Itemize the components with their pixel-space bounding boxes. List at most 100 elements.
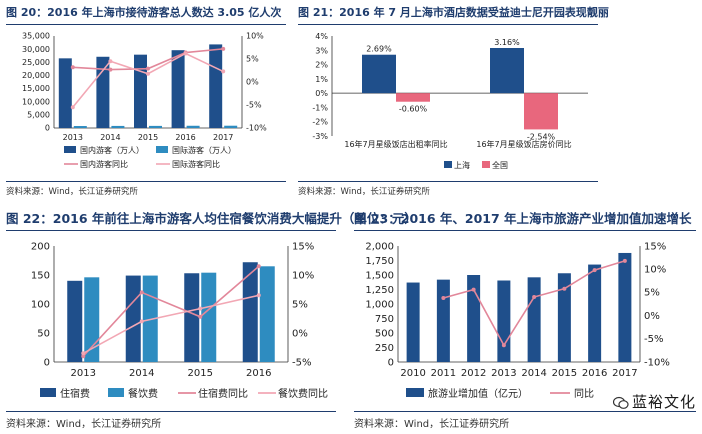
y2-tick-label: -5%	[246, 101, 262, 110]
x-tick-label: 2014	[129, 368, 154, 379]
bar-a	[209, 44, 223, 128]
line-point	[256, 293, 261, 298]
line-point	[592, 268, 597, 273]
legend-label: 住宿费同比	[198, 387, 248, 400]
x-tick-label: 2015	[552, 368, 577, 379]
data-label: -2.54%	[527, 132, 556, 141]
legend-label: 国际游客（万人）	[172, 145, 236, 155]
figure-23-source: 资料来源：Wind，长江证券研究所	[354, 419, 510, 430]
bar-a	[527, 277, 541, 362]
y2-tick-label: 15%	[644, 241, 666, 252]
figure-23-bottom-rule	[354, 411, 696, 412]
y2-tick-label: 0%	[292, 328, 308, 339]
legend-label: 国内游客同比	[80, 159, 128, 169]
figure-22-title: 图 22：2016 年前往上海市游客人均住宿餐饮消费大幅提升（单位：元）	[6, 211, 417, 226]
figure-20-chart: 0 5,000 10,000 15,000 20,000 25,000 30,000 35,0…	[22, 32, 267, 169]
series-line-b	[72, 52, 224, 108]
legend-swatch	[406, 388, 424, 397]
y-tick-label: 50	[37, 328, 50, 339]
y-tick-label: 10,000	[22, 97, 50, 106]
bar-national	[524, 93, 558, 130]
y-tick-label: 4%	[315, 32, 328, 41]
x-tick-label: 16年7月星级饭店房价同比	[476, 139, 571, 149]
y-tick-label: 3%	[315, 46, 328, 55]
series-line-a	[82, 265, 260, 357]
y2-tick-label: 10%	[246, 32, 264, 41]
line-point	[81, 351, 86, 356]
x-tick-label: 2013	[71, 368, 96, 379]
line-point	[441, 295, 446, 300]
x-tick-label: 2015	[138, 133, 158, 142]
figure-22-source: 资料来源：Wind，长江证券研究所	[6, 419, 162, 430]
y-tick-label: 150	[31, 270, 50, 281]
bar-a	[618, 252, 632, 362]
x-tick-label: 2016	[175, 133, 195, 142]
line-point	[70, 65, 75, 70]
figure-20-title: 图 20：2016 年上海市接待游客总人数达 3.05 亿人次	[6, 6, 282, 19]
legend-label: 旅游业增加值（亿元）	[428, 387, 528, 400]
y2-tick-label: 5%	[644, 288, 660, 299]
bar-b	[149, 125, 162, 128]
y-tick-label: 25,000	[22, 58, 50, 67]
bar-b	[186, 125, 200, 128]
data-label: -0.60%	[399, 105, 428, 114]
bar-a	[96, 56, 110, 128]
y2-tick-label: -10%	[246, 124, 267, 133]
wechat-icon	[612, 396, 629, 409]
figure-21-top-rule	[298, 24, 598, 25]
line-point	[108, 67, 113, 72]
line-point	[146, 66, 150, 71]
y2-tick-label: -5%	[292, 357, 311, 368]
y-tick-label: 0	[44, 357, 50, 368]
y2-tick-label: 15%	[292, 241, 314, 252]
bar-shanghai	[362, 54, 396, 94]
x-tick-label: 2017	[213, 133, 233, 142]
y-tick-label: 500	[375, 328, 394, 339]
figure-20-top-rule	[6, 24, 286, 25]
x-tick-label: 2017	[612, 368, 637, 379]
data-label: 2.69%	[366, 45, 392, 54]
bar-a	[67, 280, 83, 362]
line-point	[198, 306, 203, 311]
y-tick-label: 0	[45, 124, 50, 133]
figure-23-top-rule	[354, 230, 696, 231]
y-tick-label: 1,500	[365, 270, 394, 281]
legend-swatch	[40, 388, 56, 397]
y-tick-label: -2%	[312, 118, 328, 127]
figure-21-chart: -3% -2% -1% 0% 1% 2% 3% 4% 2.69% 3.16% -0.60% -2.54…	[312, 32, 588, 170]
legend-label: 同比	[574, 388, 594, 400]
legend-swatch	[64, 146, 76, 153]
legend-swatch	[156, 146, 168, 153]
line-point	[221, 46, 226, 51]
y-tick-label: -1%	[312, 103, 328, 112]
y-tick-label: 35,000	[22, 32, 50, 41]
bar-national	[396, 93, 430, 102]
x-tick-label: 16年7月星级饭店出租率同比	[344, 139, 447, 149]
y-tick-label: 0	[388, 357, 394, 368]
series-line-a	[72, 48, 224, 71]
figure-21-title: 图 21：2016 年 7 月上海市酒店数据受益迪士尼开园表现靓丽	[298, 6, 609, 19]
bar-b	[259, 266, 275, 362]
line-point	[532, 295, 537, 300]
legend-label: 餐饮费同比	[278, 387, 328, 400]
bar-a	[588, 264, 602, 362]
y-tick-label: 1,000	[365, 299, 394, 310]
y-tick-label: 2%	[315, 61, 328, 70]
figure-22-top-rule	[6, 230, 336, 231]
line-point	[256, 264, 261, 269]
y-tick-label: 750	[375, 314, 394, 325]
bar-b	[224, 125, 238, 128]
legend-label: 全国	[492, 160, 508, 170]
figure-22-bottom-rule	[6, 411, 336, 412]
legend-label: 国内游客（万人）	[80, 145, 144, 155]
figure-22-chart: 0 50 100 150 200 -5% 0% 5% 10% 15% 2013 2014 2015 201…	[31, 241, 328, 400]
y-tick-label: 100	[31, 299, 50, 310]
data-label: 3.16%	[494, 38, 520, 47]
figure-23: 图 23：2016 年、2017 年上海市旅游产业增加值加速增长 0 250 500…	[354, 208, 696, 430]
x-tick-label: 2012	[461, 368, 486, 379]
legend-label: 国际游客同比	[172, 159, 220, 169]
legend-swatch	[482, 161, 490, 168]
y-tick-label: 5,000	[27, 111, 50, 120]
bar-a	[406, 282, 420, 362]
figure-21-bottom-rule	[298, 181, 598, 182]
